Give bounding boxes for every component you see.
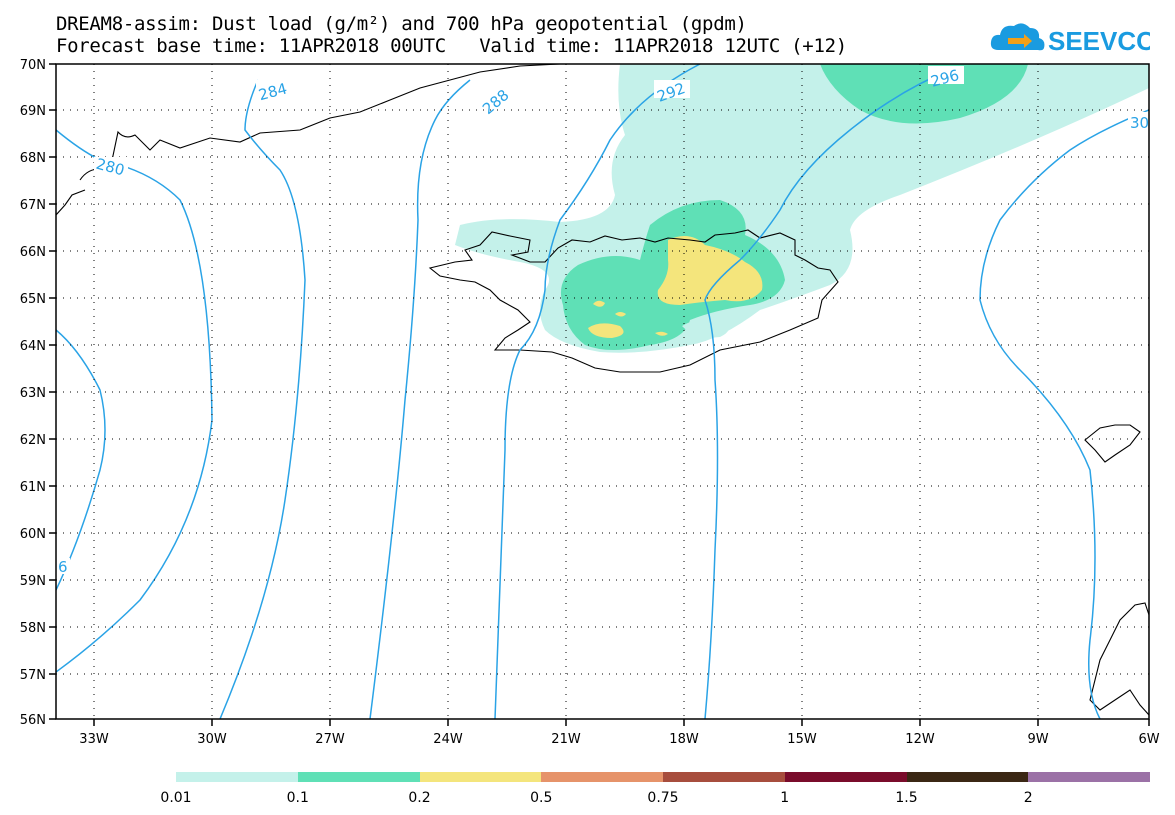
colorbar-segment: [176, 772, 298, 782]
contour-288: [369, 79, 471, 719]
colorbar-label: 0.75: [647, 790, 679, 806]
contour-296: [704, 69, 951, 719]
lat-label: 64N: [20, 339, 46, 354]
colorbar-label: 0.01: [160, 790, 192, 806]
coastlines: [56, 64, 1149, 716]
colorbar: [176, 772, 1150, 782]
contour-276-west: [56, 329, 106, 591]
lon-label: 15W: [787, 732, 817, 747]
lat-label: 56N: [20, 713, 46, 728]
lat-label: 66N: [20, 245, 46, 260]
colorbar-segment: [1028, 772, 1150, 782]
lon-label: 12W: [905, 732, 935, 747]
lat-label: 69N: [20, 104, 46, 119]
logo-text: SEEVCCC: [1048, 26, 1150, 56]
dust-patch-3: [615, 312, 626, 317]
lon-label: 6W: [1138, 732, 1159, 747]
dust-area-010: [820, 64, 1028, 124]
colorbar-segment: [297, 772, 420, 782]
colorbar-label: 1.5: [895, 790, 918, 806]
contour-300: [979, 109, 1149, 719]
scotland-coast: [1089, 602, 1149, 716]
greenland-coast: [79, 64, 561, 181]
colorbar-segment: [784, 772, 907, 782]
lat-label: 63N: [20, 386, 46, 401]
colorbar-segment: [663, 772, 785, 782]
greenland-southeast-coast: [56, 189, 86, 216]
faroe-islands: [1084, 424, 1141, 463]
contour-284: [219, 79, 306, 719]
lon-label: 24W: [433, 732, 463, 747]
lat-label: 67N: [20, 198, 46, 213]
colorbar-label: 0.1: [286, 790, 309, 806]
lat-label: 65N: [20, 292, 46, 307]
lon-label: 21W: [551, 732, 581, 747]
lon-label: 9W: [1027, 732, 1048, 747]
dust-gap: [682, 318, 729, 338]
forecast-times: Forecast base time: 11APR2018 00UTC Vali…: [56, 35, 847, 57]
colorbar-label: 1: [780, 790, 790, 806]
lon-label: 30W: [197, 732, 227, 747]
lat-label: 57N: [20, 668, 46, 683]
lat-label: 70N: [20, 58, 46, 73]
lat-label: 68N: [20, 151, 46, 166]
iceland-coast: [428, 229, 839, 373]
dust-patch-2: [593, 300, 605, 307]
lon-label: 27W: [315, 732, 345, 747]
lon-label: 18W: [669, 732, 699, 747]
dust-patch-1: [588, 323, 624, 338]
geopotential-contours: [56, 64, 1149, 719]
axis-ticks: [49, 63, 1150, 726]
contour-280: [56, 129, 213, 673]
colorbar-segment: [541, 772, 663, 782]
lat-label: 60N: [20, 527, 46, 542]
colorbar-label: 0.5: [530, 790, 553, 806]
colorbar-segment: [419, 772, 542, 782]
cloud-arrow-icon: [990, 23, 1045, 51]
colorbar-label: 0.2: [408, 790, 431, 806]
lat-label: 61N: [20, 480, 46, 495]
lat-label: 59N: [20, 574, 46, 589]
colorbar-label: 2: [1023, 790, 1033, 806]
lat-label: 62N: [20, 433, 46, 448]
longitude-labels: 33W 30W 27W 24W 21W 18W 15W 12W 9W 6W: [79, 732, 1159, 747]
chart-title: DREAM8-assim: Dust load (g/m²) and 700 h…: [56, 13, 747, 35]
contour-292: [494, 64, 701, 719]
contour-label-276: 6: [58, 558, 68, 576]
grid: [56, 64, 1149, 719]
lon-label: 33W: [79, 732, 109, 747]
contour-label-300: 30: [1130, 114, 1149, 132]
colorbar-segment: [906, 772, 1029, 782]
lat-label: 58N: [20, 621, 46, 636]
latitude-labels: 70N 69N 68N 67N 66N 65N 64N 63N 62N 61N …: [20, 58, 46, 728]
dust-patch-4: [655, 331, 668, 336]
seevccc-logo: SEEVCCC: [990, 23, 1150, 56]
